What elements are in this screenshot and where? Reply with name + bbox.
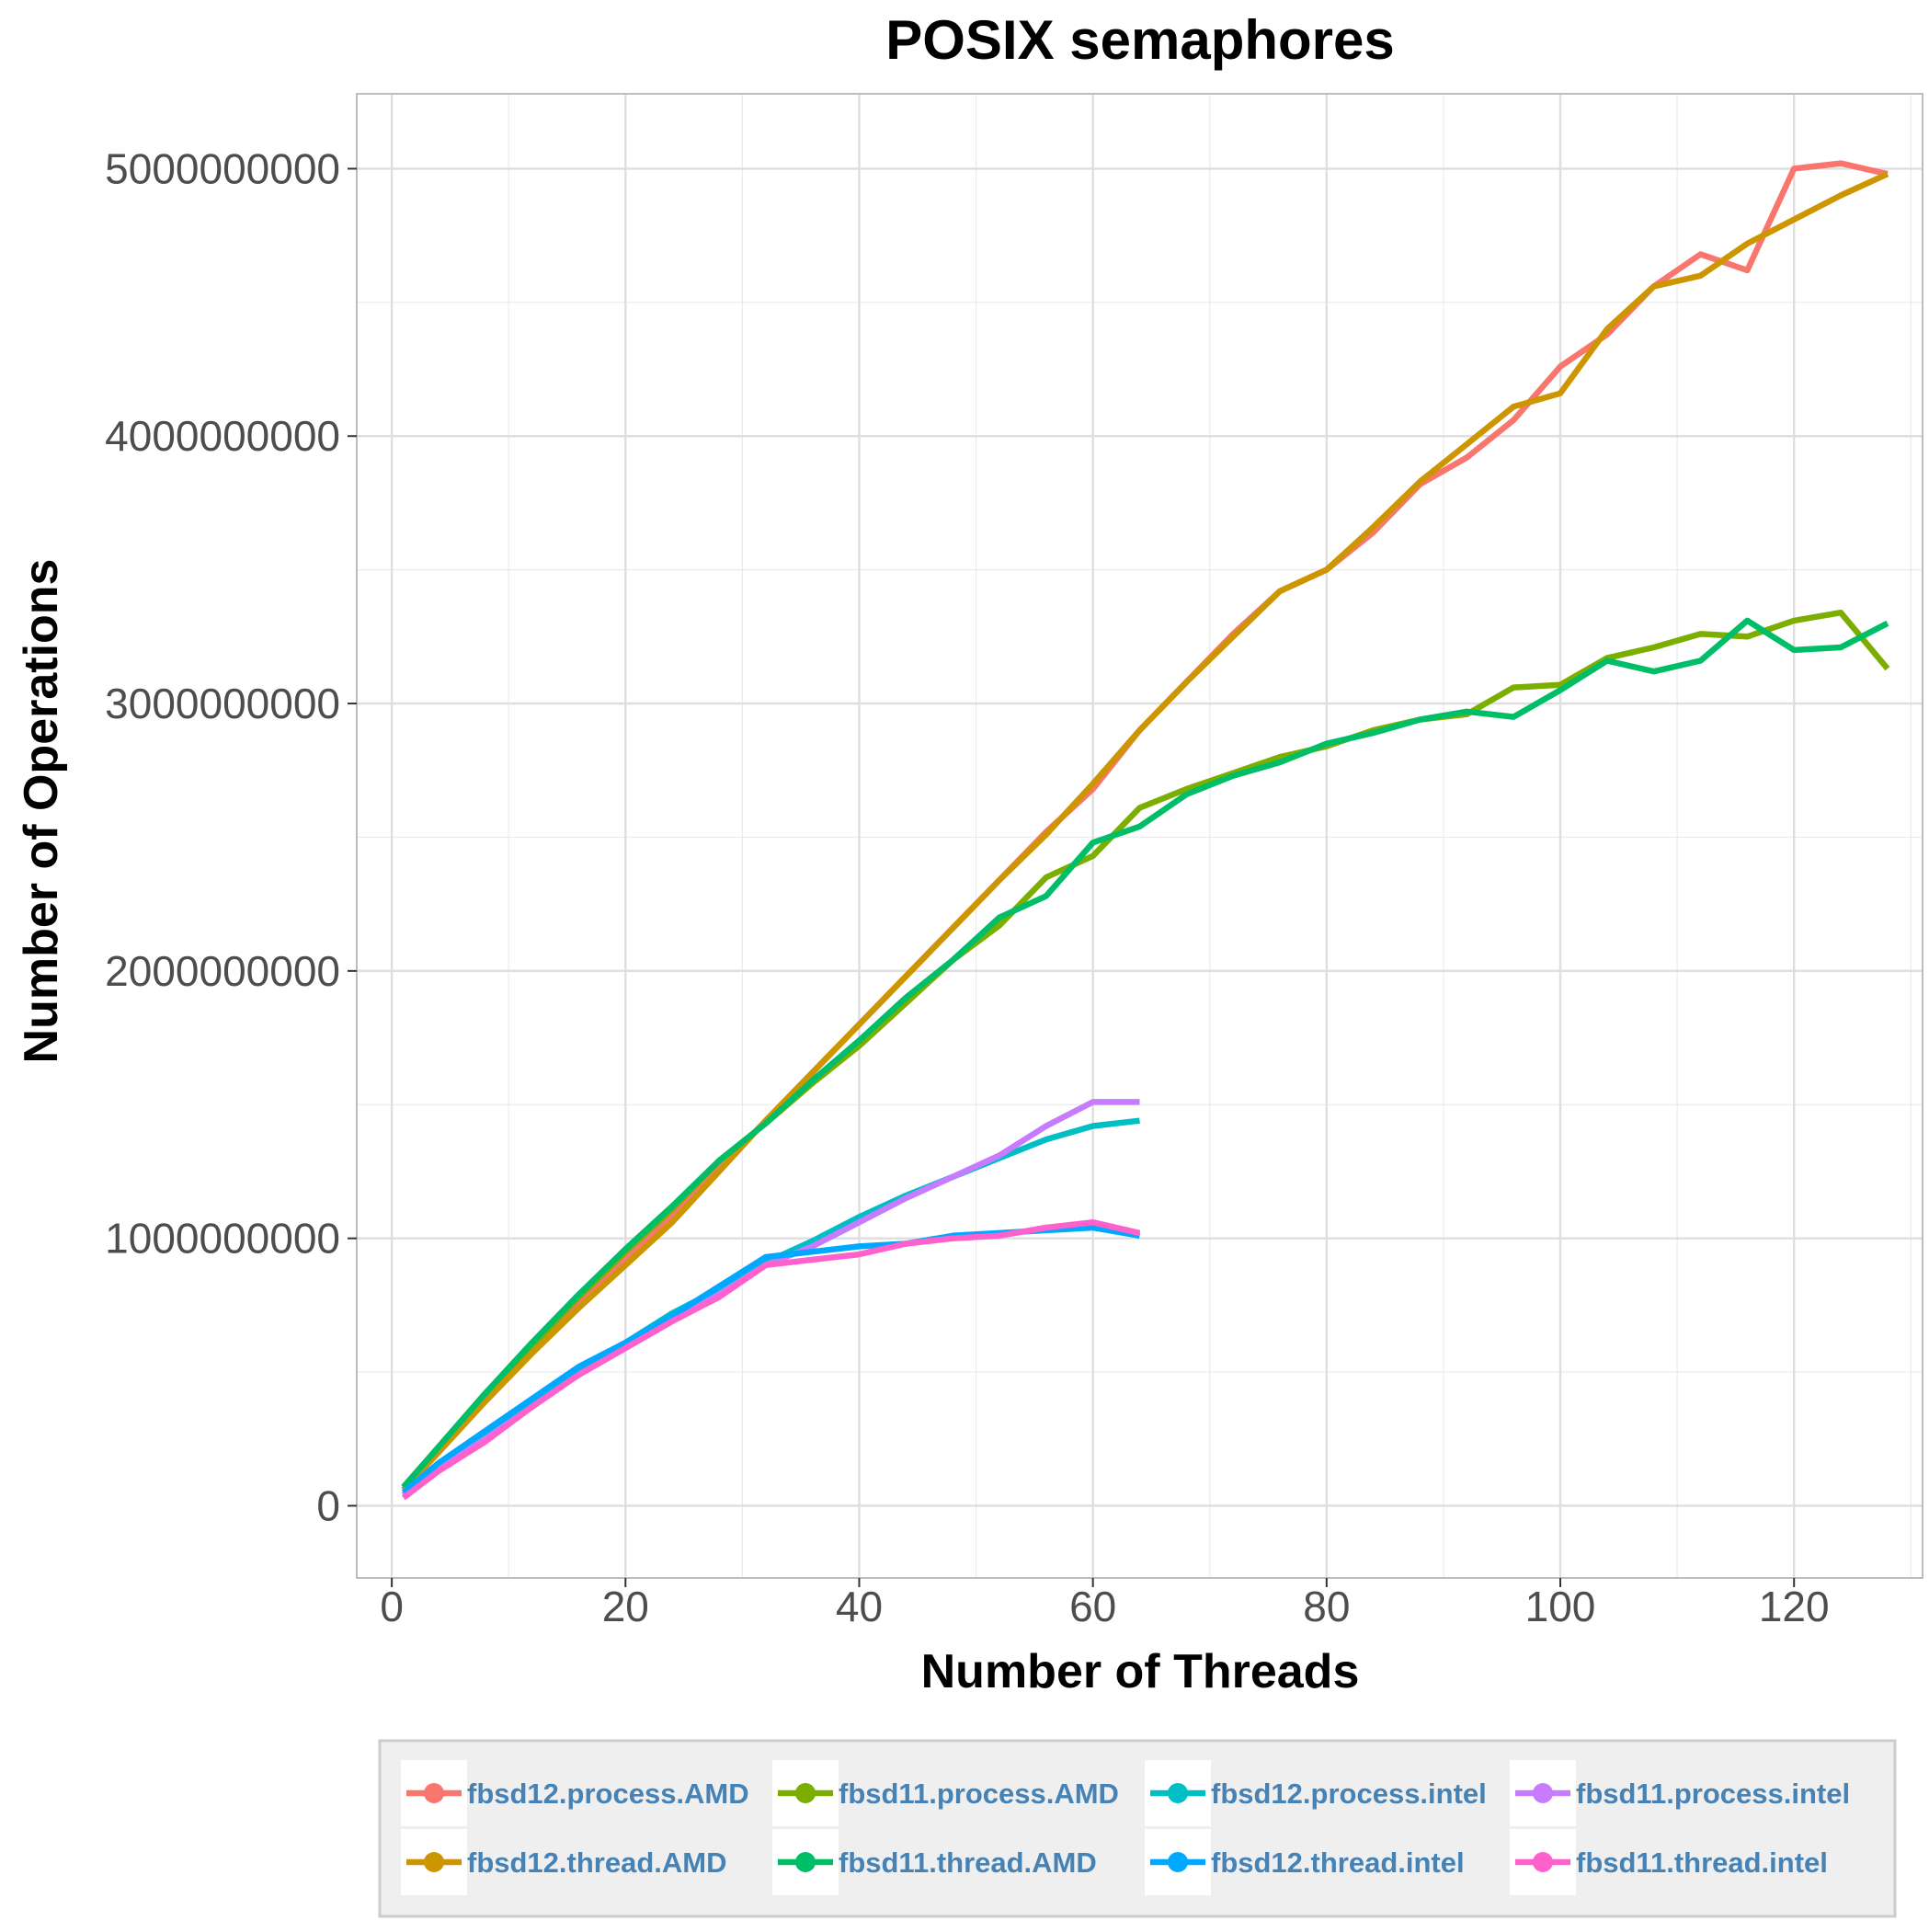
x-tick-label: 0 [380,1583,404,1630]
legend: fbsd12.process.AMD fbsd11.process.AMD fbsd… [378,1739,1897,1918]
y-tick-label: 1000000000 [105,1215,340,1263]
series-line-fbsd12-process-intel [401,1117,1140,1498]
grid-lines [357,94,1923,1578]
legend-item: fbsd11.process.intel [1510,1760,1850,1826]
legend-key-dot [795,1783,816,1803]
series-line-fbsd12-thread-AMD [401,171,1889,1492]
legend-key-dot [1533,1852,1553,1872]
legend-key-dot [795,1852,816,1872]
x-tick-label: 120 [1759,1583,1830,1630]
legend-item: fbsd12.thread.AMD [401,1829,726,1895]
x-tick-label: 80 [1303,1583,1350,1630]
y-tick-label: 2000000000 [105,947,340,995]
axis-ticks: 0 20 40 60 80 100 120 0 1000000000 2000000000 3000… [105,144,1829,1630]
legend-label: fbsd11.process.AMD [839,1778,1119,1810]
y-axis-title: Number of Operations [15,559,68,1064]
x-tick-label: 100 [1525,1583,1596,1630]
y-tick-label: 5000000000 [105,144,340,192]
legend-label: fbsd12.thread.intel [1211,1846,1465,1879]
legend-item: fbsd12.process.AMD [401,1760,749,1826]
series-line-fbsd11-process-intel [401,1099,1140,1498]
legend-item: fbsd12.thread.intel [1145,1829,1465,1895]
x-axis-title: Number of Threads [921,1645,1360,1698]
legend-key-dot [1533,1783,1553,1803]
legend-background [378,1739,1897,1918]
y-tick-label: 4000000000 [105,412,340,460]
legend-label: fbsd11.process.intel [1576,1778,1850,1810]
x-tick-label: 60 [1069,1583,1116,1630]
legend-key-dot [424,1783,444,1803]
legend-key-dot [424,1852,444,1872]
legend-item: fbsd11.thread.intel [1510,1829,1828,1895]
x-tick-label: 40 [836,1583,883,1630]
legend-item: fbsd11.thread.AMD [772,1829,1097,1895]
legend-label: fbsd11.thread.AMD [839,1846,1097,1879]
legend-label: fbsd12.thread.AMD [467,1846,726,1879]
legend-label: fbsd12.process.AMD [467,1778,749,1810]
legend-key-dot [1168,1783,1188,1803]
legend-item: fbsd11.process.AMD [772,1760,1119,1826]
x-tick-label: 20 [602,1583,649,1630]
chart-title: POSIX semaphores [885,9,1395,71]
y-tick-label: 0 [316,1481,340,1529]
y-tick-label: 3000000000 [105,680,340,727]
legend-item: fbsd12.process.intel [1145,1760,1487,1826]
legend-key-dot [1168,1852,1188,1872]
series-line-fbsd11-thread-intel [401,1218,1141,1501]
plot-panel-border [356,93,1923,1579]
series-lines [401,160,1890,1501]
legend-label: fbsd12.process.intel [1211,1778,1487,1810]
legend-label: fbsd11.thread.intel [1576,1846,1828,1879]
series-line-fbsd11-thread-AMD [401,617,1889,1490]
